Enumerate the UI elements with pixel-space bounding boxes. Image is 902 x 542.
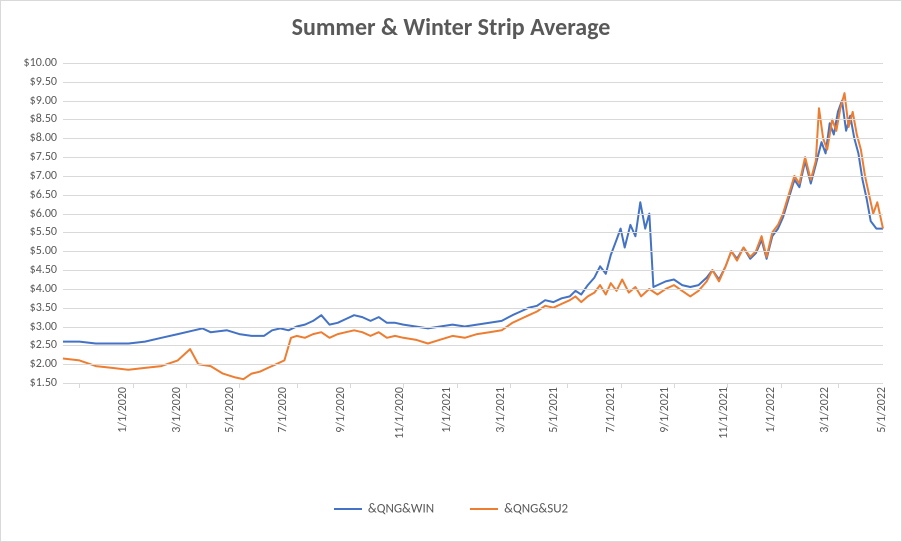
x-tick-label: 3/1/2021 — [493, 383, 507, 433]
x-tick-label: 5/1/2021 — [547, 383, 561, 433]
x-tick-label: 1/1/2020 — [116, 383, 130, 433]
x-tick-mark — [510, 383, 511, 388]
line-series-layer — [63, 63, 883, 383]
gridline — [63, 195, 883, 196]
y-tick-label: $2.50 — [30, 338, 57, 352]
x-tick-label: 9/1/2020 — [333, 383, 347, 433]
gridline — [63, 176, 883, 177]
y-tick-label: $2.00 — [30, 357, 57, 371]
x-tick-label: 11/1/2021 — [717, 383, 731, 439]
x-tick-mark — [79, 383, 80, 388]
x-tick-mark — [186, 383, 187, 388]
x-tick-label: 3/1/2020 — [169, 383, 183, 433]
x-tick-mark — [350, 383, 351, 388]
chart-container: Summer & Winter Strip Average $1.50$2.00… — [0, 0, 902, 542]
y-tick-label: $6.00 — [30, 207, 57, 221]
y-tick-label: $7.00 — [30, 169, 57, 183]
x-tick-label: 5/1/2022 — [875, 383, 889, 433]
gridline — [63, 345, 883, 346]
gridline — [63, 232, 883, 233]
gridline — [63, 157, 883, 158]
x-tick-mark — [674, 383, 675, 388]
legend: &QNG&WIN&QNG&SU2 — [1, 501, 901, 516]
x-tick-label: 7/1/2020 — [276, 383, 290, 433]
x-tick-mark — [239, 383, 240, 388]
y-tick-label: $9.00 — [30, 94, 57, 108]
gridline — [63, 214, 883, 215]
y-tick-label: $1.50 — [30, 376, 57, 390]
gridline — [63, 364, 883, 365]
legend-item: &QNG&WIN — [334, 501, 434, 516]
x-tick-label: 1/1/2022 — [764, 383, 778, 433]
y-tick-label: $9.50 — [30, 75, 57, 89]
chart-title: Summer & Winter Strip Average — [1, 13, 901, 42]
plot-area: $1.50$2.00$2.50$3.00$3.50$4.00$4.50$5.00… — [63, 63, 883, 383]
y-tick-label: $7.50 — [30, 150, 57, 164]
y-tick-label: $4.00 — [30, 282, 57, 296]
x-tick-label: 7/1/2021 — [604, 383, 618, 433]
x-tick-mark — [781, 383, 782, 388]
x-tick-mark — [297, 383, 298, 388]
x-tick-mark — [727, 383, 728, 388]
y-tick-label: $6.50 — [30, 188, 57, 202]
gridline — [63, 119, 883, 120]
x-tick-mark — [403, 383, 404, 388]
gridline — [63, 138, 883, 139]
y-tick-label: $4.50 — [30, 263, 57, 277]
x-tick-label: 1/1/2021 — [440, 383, 454, 433]
y-tick-label: $5.00 — [30, 244, 57, 258]
gridline — [63, 82, 883, 83]
gridline — [63, 63, 883, 64]
x-tick-label: 5/1/2020 — [223, 383, 237, 433]
gridline — [63, 327, 883, 328]
legend-swatch — [334, 508, 362, 510]
x-tick-mark — [567, 383, 568, 388]
gridline — [63, 289, 883, 290]
legend-label: &QNG&SU2 — [504, 501, 568, 516]
y-tick-label: $3.00 — [30, 320, 57, 334]
legend-item: &QNG&SU2 — [470, 501, 568, 516]
gridline — [63, 251, 883, 252]
y-tick-label: $5.50 — [30, 225, 57, 239]
y-tick-label: $3.50 — [30, 301, 57, 315]
x-tick-mark — [621, 383, 622, 388]
gridline — [63, 101, 883, 102]
gridline — [63, 308, 883, 309]
x-tick-mark — [457, 383, 458, 388]
x-tick-label: 9/1/2021 — [657, 383, 671, 433]
x-tick-label: 3/1/2022 — [817, 383, 831, 433]
y-tick-label: $10.00 — [24, 56, 57, 70]
legend-swatch — [470, 508, 498, 510]
series-line — [63, 93, 883, 379]
y-tick-label: $8.50 — [30, 112, 57, 126]
x-tick-label: 11/1/2020 — [393, 383, 407, 439]
legend-label: &QNG&WIN — [368, 501, 434, 516]
y-tick-label: $8.00 — [30, 131, 57, 145]
x-tick-mark — [133, 383, 134, 388]
x-tick-mark — [838, 383, 839, 388]
gridline — [63, 270, 883, 271]
